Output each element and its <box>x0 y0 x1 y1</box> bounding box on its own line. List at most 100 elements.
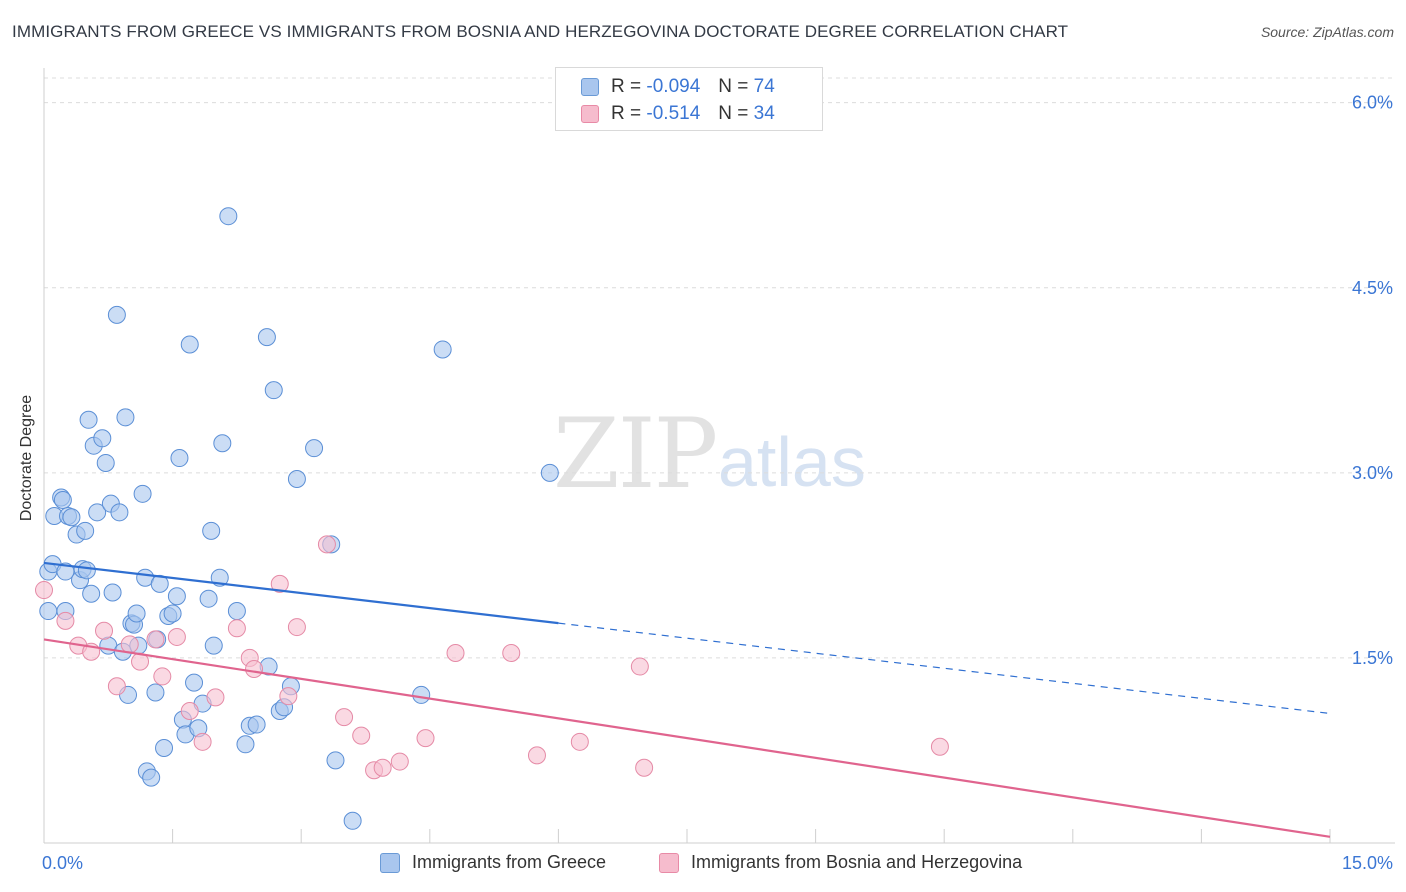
watermark-zip: ZIP <box>553 398 718 510</box>
n-value: 74 <box>753 76 775 97</box>
bosnia-point <box>635 758 654 777</box>
greece-point <box>127 604 146 623</box>
greece-point <box>110 503 129 522</box>
bosnia-point <box>107 677 126 696</box>
greece-point <box>257 328 276 347</box>
greece-point <box>77 561 96 580</box>
y-tick-label: 3.0% <box>1352 463 1393 483</box>
legend-label: Immigrants from Greece <box>412 852 607 872</box>
greece-point <box>142 768 161 787</box>
bosnia-point <box>95 621 114 640</box>
bosnia-point <box>335 708 354 727</box>
greece-point <box>155 738 174 757</box>
bosnia-point <box>352 726 371 745</box>
bosnia-point <box>180 701 199 720</box>
greece-point <box>326 751 345 770</box>
greece-point <box>287 470 306 489</box>
bosnia-point <box>193 732 212 751</box>
bosnia-trend-line <box>43 638 1331 838</box>
y-tick-label: 6.0% <box>1352 93 1393 113</box>
greece-point <box>79 410 98 429</box>
greece-point <box>146 683 165 702</box>
greece-point <box>53 490 72 509</box>
greece-point <box>116 408 135 427</box>
legend-item-bosnia[interactable]: Immigrants from Bosnia and Herzegovina <box>659 852 1022 873</box>
x-tick-label: 15.0% <box>1342 853 1393 873</box>
greece-trend-line-extension <box>558 622 1331 715</box>
greece-point <box>412 685 431 704</box>
bosnia-point <box>270 574 289 593</box>
bosnia-point <box>56 611 75 630</box>
greece-point <box>76 521 95 540</box>
greece-point <box>93 429 112 448</box>
greece-point <box>213 434 232 453</box>
chart-title: IMMIGRANTS FROM GREECE VS IMMIGRANTS FRO… <box>12 22 1069 41</box>
legend-item-greece[interactable]: Immigrants from Greece <box>380 852 606 873</box>
bosnia-point <box>245 660 264 679</box>
bosnia-legend-swatch <box>659 852 679 873</box>
greece-point <box>96 453 115 472</box>
r-label: R = <box>611 76 642 97</box>
greece-legend-swatch <box>380 852 400 873</box>
stats-row-greece: R = -0.094 N = 74 <box>581 75 775 99</box>
bosnia-point <box>317 535 336 554</box>
r-label: R = <box>611 103 642 124</box>
stats-box: R = -0.094 N = 74 R = -0.514 N = 34 <box>555 67 823 131</box>
greece-point <box>39 602 58 621</box>
greece-point <box>343 811 362 830</box>
greece-point <box>170 449 189 468</box>
greece-point <box>247 715 266 734</box>
n-label: N = <box>718 103 749 124</box>
greece-point <box>219 207 238 226</box>
greece-point <box>540 463 559 482</box>
bosnia-point <box>167 627 186 646</box>
y-tick-label: 1.5% <box>1352 648 1393 668</box>
bosnia-point <box>630 657 649 676</box>
bosnia-point <box>146 630 165 649</box>
bosnia-point <box>287 618 306 637</box>
greece-point <box>202 521 221 540</box>
n-value: 34 <box>753 103 775 124</box>
greece-trend-line <box>43 561 559 625</box>
greece-point <box>185 673 204 692</box>
r-value: -0.094 <box>646 76 701 97</box>
watermark-atlas: atlas <box>718 423 866 501</box>
greece-point <box>103 583 122 602</box>
bosnia-swatch <box>581 105 599 123</box>
bosnia-point <box>446 643 465 662</box>
greece-point <box>180 335 199 354</box>
greece-point <box>199 589 218 608</box>
stats-row-bosnia: R = -0.514 N = 34 <box>581 102 775 126</box>
r-value: -0.514 <box>646 103 701 124</box>
y-tick-label: 4.5% <box>1352 278 1393 298</box>
greece-point <box>264 381 283 400</box>
greece-point <box>82 584 101 603</box>
greece-point <box>305 439 324 458</box>
bosnia-point <box>390 752 409 771</box>
greece-point <box>62 508 81 527</box>
greece-point <box>133 484 152 503</box>
greece-point <box>204 636 223 655</box>
greece-point <box>107 305 126 324</box>
legend-label: Immigrants from Bosnia and Herzegovina <box>691 852 1023 872</box>
bosnia-point <box>227 619 246 638</box>
greece-point <box>227 602 246 621</box>
bosnia-point <box>279 687 298 706</box>
bosnia-point <box>930 737 949 756</box>
bosnia-point <box>416 729 435 748</box>
greece-swatch <box>581 78 599 96</box>
source-label: Source: ZipAtlas.com <box>1260 24 1394 40</box>
bosnia-point <box>502 643 521 662</box>
greece-point <box>433 340 452 359</box>
bosnia-point <box>35 581 53 600</box>
bosnia-point <box>527 746 546 765</box>
greece-point <box>236 735 255 754</box>
greece-point <box>163 604 182 623</box>
bosnia-point <box>206 688 225 707</box>
bosnia-point <box>373 758 392 777</box>
greece-point <box>88 503 107 522</box>
bosnia-point <box>120 635 139 654</box>
greece-point <box>167 587 186 606</box>
n-label: N = <box>718 76 749 97</box>
